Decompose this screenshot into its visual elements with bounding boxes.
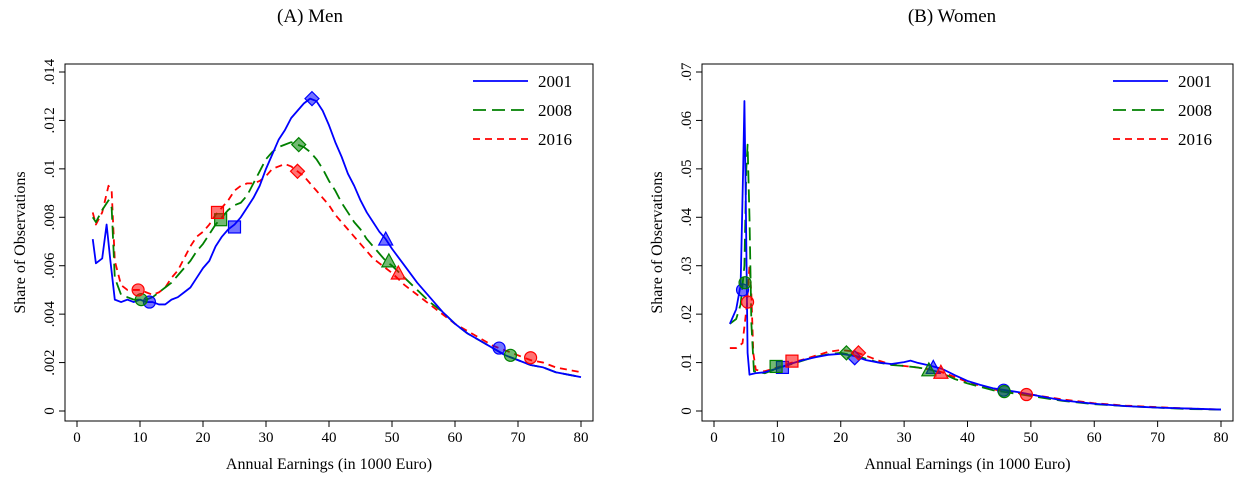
plot-frame [64,63,594,422]
y-tick-label: .04 [679,207,695,226]
y-tick-label: .06 [679,111,695,130]
marker-triangle-2008 [920,361,937,377]
x-tick-label: 80 [1214,430,1229,446]
marker-diamond-2016 [289,163,306,180]
legend-label-2001: 2001 [538,72,572,91]
marker-triangle-2008 [380,252,397,268]
x-tick-label: 40 [960,430,975,446]
legend-label-2008: 2008 [1178,101,1212,120]
panel-title: (B) Women [908,6,997,27]
marker-diamond-2008 [290,136,307,153]
y-tick-label: .03 [679,256,695,275]
series-line-2008 [91,141,582,378]
x-tick-label: 0 [710,430,718,446]
y-axis-label: Share of Observations [649,171,666,313]
x-tick-label: 70 [511,430,526,446]
series-line-2001 [91,97,582,378]
y-tick-label: .004 [42,301,58,328]
marker-circle-2016 [523,351,538,365]
x-tick-label: 50 [385,430,400,446]
marker-diamond-2001 [304,90,320,107]
x-tick-label: 10 [770,430,785,446]
marker-square-2016 [210,205,225,220]
y-tick-label: .008 [42,204,58,230]
x-tick-label: 30 [897,430,912,446]
x-tick-label: 30 [259,430,274,446]
marker-circle-2016 [131,283,145,297]
marker-triangle-2001 [377,230,394,246]
x-tick-label: 80 [574,430,589,446]
y-tick-label: 0 [679,407,695,415]
y-tick-label: .01 [679,353,695,372]
x-tick-label: 40 [322,430,337,446]
marker-triangle-2016 [390,264,407,280]
marker-circle-2001 [492,341,506,355]
marker-square-2008 [769,359,783,374]
x-tick-label: 60 [1087,430,1102,446]
x-axis-label: Annual Earnings (in 1000 Euro) [864,456,1070,473]
x-tick-label: 20 [196,430,211,446]
panel-title: (A) Men [277,6,343,27]
marker-circle-2016 [1019,387,1034,402]
legend-label-2001: 2001 [1178,72,1212,91]
x-tick-label: 50 [1023,430,1038,446]
series-line-2016 [91,163,582,374]
y-tick-label: .014 [42,58,58,85]
marker-circle-2016 [740,295,755,309]
y-tick-label: 0 [42,407,58,415]
x-tick-label: 70 [1150,430,1165,446]
x-axis-label: Annual Earnings (in 1000 Euro) [226,456,432,473]
marker-circle-2008 [503,348,518,362]
legend-label-2008: 2008 [538,101,572,120]
x-tick-label: 20 [833,430,848,446]
marker-square-2001 [227,220,242,234]
marker-diamond-2016 [850,345,867,361]
y-axis-label: Share of Observations [12,171,29,313]
x-tick-label: 10 [133,430,148,446]
y-tick-label: .07 [679,62,695,81]
legend-label-2016: 2016 [1178,130,1212,149]
x-tick-label: 60 [448,430,463,446]
x-tick-label: 0 [73,430,81,446]
panel-women: (B) Women 0 10 20 30 40 50 60 70 80 0 .01 .02 .03 .04.… [649,6,1234,473]
y-tick-label: .006 [42,252,58,279]
y-tick-label: .02 [679,305,695,324]
marker-triangle-2016 [932,363,949,379]
marker-circle-2008 [997,385,1011,399]
y-tick-label: .05 [679,159,695,178]
y-tick-label: .01 [42,159,58,178]
marker-diamond-2008 [838,345,855,361]
series-line-2008 [729,143,1222,411]
legend-label-2016: 2016 [538,130,572,149]
marker-circle-2008 [738,276,752,290]
series-line-2016 [729,264,1222,411]
marker-square-2016 [785,354,799,368]
series-line-2001 [729,100,1222,411]
panel-men: (A) Men 0 10 20 30 40 50 60 70 80 0 .002 .004 .006 .00… [12,6,594,473]
y-tick-label: .012 [42,107,58,133]
y-tick-label: .002 [42,349,58,375]
